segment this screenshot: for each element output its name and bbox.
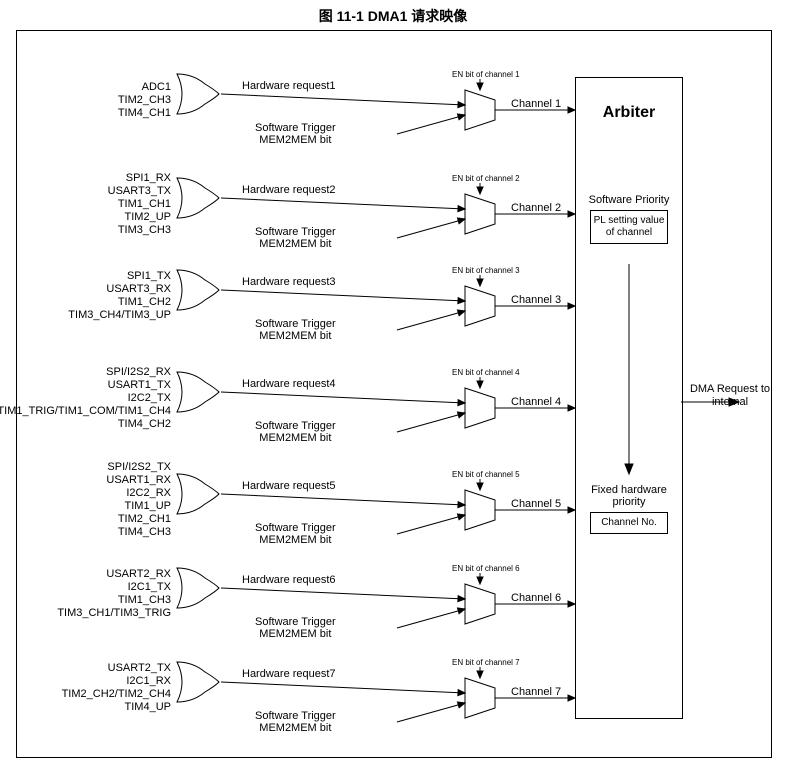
mux-icon	[465, 490, 495, 530]
mux-icon	[465, 286, 495, 326]
dma-output-label: DMA Request to internal	[689, 383, 771, 409]
channel-out-label: Channel 7	[511, 686, 561, 698]
en-bit-label: EN bit of channel 2	[452, 174, 520, 183]
hw-request-label: Hardware request6	[242, 574, 336, 586]
en-bit-label: EN bit of channel 5	[452, 470, 520, 479]
en-bit-label: EN bit of channel 7	[452, 658, 520, 667]
channel-out-label: Channel 2	[511, 202, 561, 214]
arbiter-title: Arbiter	[576, 104, 682, 122]
arbiter-block: Arbiter Software Priority PL setting val…	[575, 77, 683, 719]
hw-request-label: Hardware request1	[242, 80, 336, 92]
channel-out-label: Channel 5	[511, 498, 561, 510]
hw-request-label: Hardware request7	[242, 668, 336, 680]
hw-request-label: Hardware request5	[242, 480, 336, 492]
en-bit-label: EN bit of channel 6	[452, 564, 520, 573]
sw-trigger-label: Software TriggerMEM2MEM bit	[255, 226, 336, 250]
mux-icon	[465, 90, 495, 130]
sw-trigger-label: Software TriggerMEM2MEM bit	[255, 318, 336, 342]
sw-trigger-label: Software TriggerMEM2MEM bit	[255, 616, 336, 640]
arbiter-ch-box: Channel No.	[590, 512, 668, 534]
figure-title: 图 11-1 DMA1 请求映像	[0, 0, 786, 32]
sw-trigger-label: Software TriggerMEM2MEM bit	[255, 522, 336, 546]
arbiter-hw-priority: Fixed hardware priority	[576, 484, 682, 508]
sw-trigger-label: Software TriggerMEM2MEM bit	[255, 122, 336, 146]
channel-out-label: Channel 4	[511, 396, 561, 408]
en-bit-label: EN bit of channel 1	[452, 70, 520, 79]
channel-out-label: Channel 1	[511, 98, 561, 110]
en-bit-label: EN bit of channel 3	[452, 266, 520, 275]
mux-icon	[465, 678, 495, 718]
sw-trigger-label: Software TriggerMEM2MEM bit	[255, 420, 336, 444]
en-bit-label: EN bit of channel 4	[452, 368, 520, 377]
channel-out-label: Channel 3	[511, 294, 561, 306]
mux-icon	[465, 388, 495, 428]
mux-icon	[465, 584, 495, 624]
mux-icon	[465, 194, 495, 234]
arbiter-pl-box: PL setting value of channel	[590, 210, 668, 244]
hw-request-label: Hardware request3	[242, 276, 336, 288]
diagram-frame: ADC1TIM2_CH3TIM4_CH1Hardware request1EN …	[16, 30, 772, 758]
sw-trigger-label: Software TriggerMEM2MEM bit	[255, 710, 336, 734]
hw-request-label: Hardware request4	[242, 378, 336, 390]
arbiter-sw-priority: Software Priority	[576, 194, 682, 206]
hw-request-label: Hardware request2	[242, 184, 336, 196]
channel-out-label: Channel 6	[511, 592, 561, 604]
